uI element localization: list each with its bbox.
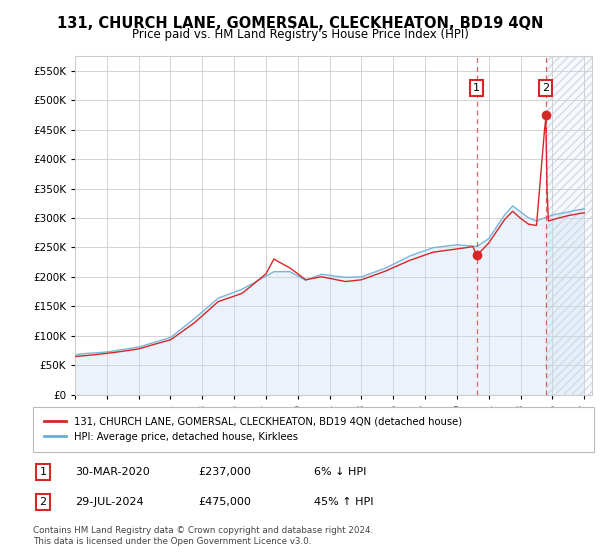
- Text: 2: 2: [40, 497, 47, 507]
- Text: 1: 1: [40, 468, 47, 477]
- Text: Price paid vs. HM Land Registry's House Price Index (HPI): Price paid vs. HM Land Registry's House …: [131, 28, 469, 41]
- Text: 45% ↑ HPI: 45% ↑ HPI: [314, 497, 373, 507]
- Bar: [546, 56, 592, 395]
- Legend: 131, CHURCH LANE, GOMERSAL, CLECKHEATON, BD19 4QN (detached house), HPI: Average: 131, CHURCH LANE, GOMERSAL, CLECKHEATON,…: [41, 414, 465, 445]
- Text: Contains HM Land Registry data © Crown copyright and database right 2024.
This d: Contains HM Land Registry data © Crown c…: [33, 526, 373, 546]
- Text: 30-MAR-2020: 30-MAR-2020: [75, 468, 150, 477]
- Text: 131, CHURCH LANE, GOMERSAL, CLECKHEATON, BD19 4QN: 131, CHURCH LANE, GOMERSAL, CLECKHEATON,…: [57, 16, 543, 31]
- Text: £237,000: £237,000: [199, 468, 251, 477]
- Text: 2: 2: [542, 83, 549, 93]
- FancyBboxPatch shape: [33, 407, 594, 452]
- Bar: [546, 56, 592, 395]
- Text: £475,000: £475,000: [199, 497, 251, 507]
- Text: 29-JUL-2024: 29-JUL-2024: [75, 497, 144, 507]
- Text: 1: 1: [473, 83, 481, 93]
- Text: 6% ↓ HPI: 6% ↓ HPI: [314, 468, 366, 477]
